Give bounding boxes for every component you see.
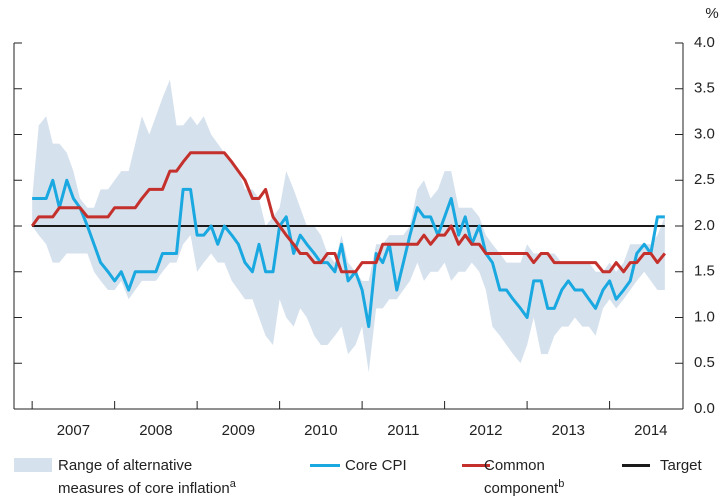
x-tick-label: 2013 [552,422,585,439]
legend-label: Core CPI [345,457,407,474]
y-tick-label: 0.5 [694,354,715,371]
y-tick-label: 3.5 [694,80,715,97]
legend-item: Range of alternative measures of core in… [58,456,258,498]
x-tick-label: 2007 [57,422,90,439]
legend-swatch-line [622,464,650,467]
y-tick-label: 0.0 [694,400,715,417]
y-unit: % [705,5,718,22]
x-tick-label: 2011 [387,422,419,439]
legend-swatch-line [310,464,340,467]
footnote-marker: b [558,478,565,490]
legend-item: Target [660,456,702,475]
footnote-marker: a [229,478,236,490]
chart: % 0.0 0.5 1.0 1.5 2.0 2.5 3.0 3.5 4.0 2007 2008 200… [13,5,719,439]
legend-swatch-band [14,458,52,472]
x-tick-label: 2010 [304,422,337,439]
x-tick-label: 2012 [469,422,502,439]
y-tick-label: 1.5 [694,263,715,280]
x-tick-label: 2009 [222,422,255,439]
y-tick-label: 2.0 [694,217,715,234]
legend-swatch-line [462,464,490,467]
x-tick-label: 2008 [139,422,172,439]
x-tick-label: 2014 [634,422,667,439]
y-tick-label: 4.0 [694,34,715,51]
series-line [32,178,665,329]
y-tick-label: 2.5 [694,171,715,188]
series-line [30,151,667,274]
legend-item: Common componentb [484,456,574,498]
legend-item: Core CPI [345,456,407,475]
legend-label: Target [660,457,702,474]
y-tick-label: 1.0 [694,308,715,325]
legend-label: Range of alternative measures of core in… [58,457,230,497]
legend-label: Common component [484,457,559,497]
y-tick-label: 3.0 [694,125,715,142]
